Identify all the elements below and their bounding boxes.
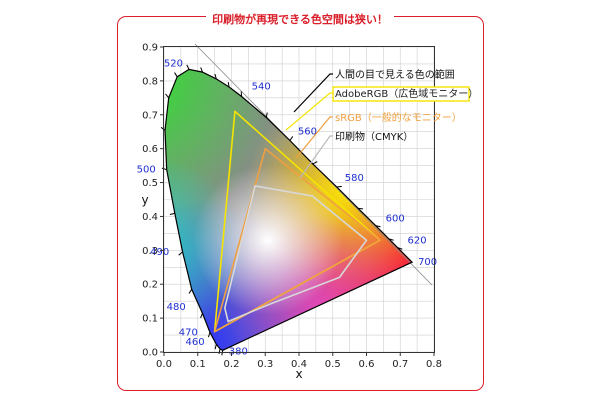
x-tick-label: 0.3 (257, 359, 273, 370)
wavelength-tick (214, 344, 217, 350)
wavelength-tick (218, 348, 221, 354)
legend: 人間の目で見える色の範囲 AdobeRGB（広色域モニター） sRGB（一般的なモニ… (285, 68, 478, 179)
wavelength-label: 480 (167, 302, 186, 313)
x-tick-label: 0.8 (426, 359, 442, 370)
wavelength-tick (265, 112, 268, 118)
spectral-locus-outline (164, 68, 414, 351)
wavelength-tick (397, 247, 403, 250)
wavelength-tick (375, 225, 381, 228)
wavelength-tick (200, 67, 203, 73)
wavelength-tick (214, 73, 217, 79)
x-tick-label: 0.5 (325, 359, 341, 370)
srgb-gamut-triangle (213, 147, 381, 333)
legend-adobergb: AdobeRGB（広色域モニター） (335, 87, 478, 100)
wavelength-tick (358, 207, 364, 210)
y-tick-label: 0.1 (142, 314, 158, 325)
y-tick-label: 0.2 (142, 280, 158, 291)
x-tick-label: 0.2 (224, 359, 240, 370)
legend-visible-range: 人間の目で見える色の範囲 (335, 68, 455, 81)
wavelength-tick (161, 167, 167, 171)
wavelength-tick (200, 313, 203, 319)
x-axis-ticks: 0.0 0.1 0.2 0.3 0.4 0.5 0.6 0.7 0.8 (156, 352, 442, 370)
wavelength-tick (188, 289, 193, 294)
legend-visible-range-leader (293, 73, 333, 113)
wavelength-label: 600 (386, 214, 405, 225)
x-tick-label: 0.1 (190, 359, 206, 370)
wavelength-tick (388, 238, 394, 241)
y-tick-label: 0.9 (142, 43, 158, 54)
gamut-polygons (164, 68, 414, 351)
wavelength-label: 620 (408, 236, 427, 247)
wavelength-tick (169, 212, 175, 215)
cmyk-gamut-polygon (224, 185, 368, 323)
x-tick-label: 0.7 (392, 359, 408, 370)
wavelength-label: 700 (418, 257, 437, 268)
wavelength-label: 490 (150, 247, 169, 258)
wavelength-label: 560 (298, 127, 317, 138)
wavelength-label: 380 (229, 346, 248, 357)
wavelength-tick (174, 72, 178, 78)
y-axis-label: y (141, 193, 148, 207)
y-tick-label: 0.4 (142, 212, 158, 223)
legend-srgb-leader (295, 116, 333, 159)
wavelength-label: 580 (345, 173, 364, 184)
y-tick-label: 0.3 (142, 246, 158, 257)
legend-adobergb-leader (285, 92, 333, 131)
wavelength-tick (186, 64, 190, 70)
y-tick-label: 0.6 (142, 144, 158, 155)
wavelength-label: 540 (252, 81, 271, 92)
y-tick-label: 0.5 (142, 178, 158, 189)
wavelength-tick (289, 136, 294, 141)
wavelength-tick (312, 161, 318, 165)
wavelength-label: 520 (164, 58, 183, 69)
y-axis-ticks: 0.0 0.1 0.2 0.3 0.4 0.5 0.6 0.7 0.8 0.9 (142, 43, 164, 359)
y-tick-label: 0.8 (142, 76, 158, 87)
wavelength-tick (227, 81, 230, 88)
wavelength-tick (178, 251, 183, 256)
legend-adobergb-box (332, 86, 470, 102)
y-tick-label: 0.7 (142, 110, 158, 121)
wavelength-label: 500 (137, 165, 156, 176)
wavelength-tick (336, 185, 342, 188)
x-tick-label: 0.0 (156, 359, 172, 370)
y-tick-label: 0.0 (142, 348, 158, 359)
x-axis-label: x (295, 367, 302, 381)
legend-cmyk: 印刷物（CMYK） (335, 130, 413, 143)
wavelength-tick (207, 332, 211, 338)
legend-cmyk-leader (299, 135, 333, 179)
legend-srgb: sRGB（一般的なモニター） (335, 111, 462, 124)
x-tick-label: 0.6 (359, 359, 375, 370)
x-tick-label: 0.4 (291, 359, 307, 370)
wavelength-tick (165, 93, 170, 99)
wavelength-label: 470 (179, 327, 198, 338)
wavelength-label: 460 (186, 337, 205, 348)
